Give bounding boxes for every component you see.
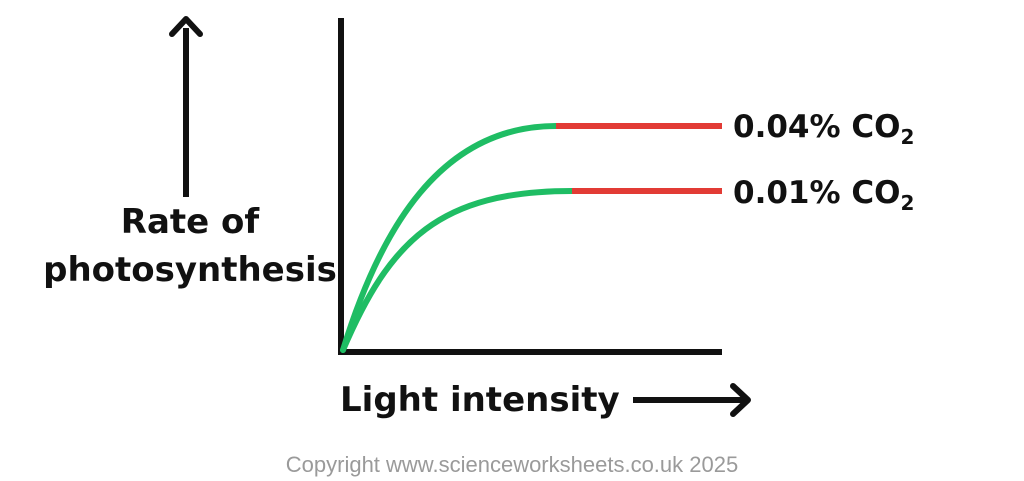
- y-axis-label: Rate of photosynthesis: [40, 198, 340, 294]
- y-axis-label-line2: photosynthesis: [43, 250, 337, 290]
- copyright-notice: Copyright www.scienceworksheets.co.uk 20…: [285, 452, 739, 477]
- series-label-0.01-subscript: 2: [900, 191, 915, 215]
- y-axis-label-line1: Rate of: [120, 202, 260, 242]
- series-label-0.04-text: 0.04% CO: [733, 109, 901, 145]
- y-arrow-head: [169, 16, 203, 37]
- x-arrow-head: [730, 383, 751, 417]
- series-label-0.01-text: 0.01% CO: [733, 175, 901, 211]
- series-label-0.04: 0.04% CO2: [733, 109, 914, 147]
- series-label-0.01: 0.01% CO2: [733, 175, 914, 213]
- curve-0.01-rising: [340, 188, 575, 353]
- curve-0.04-rising: [340, 123, 559, 353]
- series-label-0.04-subscript: 2: [900, 125, 915, 149]
- x-axis-label: Light intensity: [340, 380, 620, 420]
